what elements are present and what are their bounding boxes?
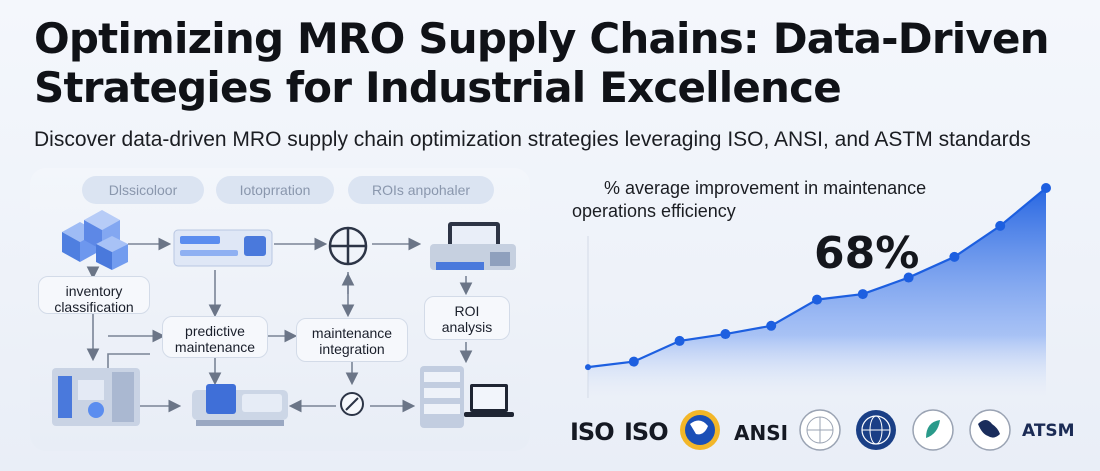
node-inventory-line1: inventory [65,283,123,299]
chart-point [585,364,591,371]
page-title: Optimizing MRO Supply Chains: Data-Drive… [34,14,1050,112]
conveyor-machine-icon [192,384,288,426]
stat-label-line2: operations efficiency [572,201,736,221]
node-roi-line1: ROI [454,303,480,319]
node-integration-line1: maintenance [311,325,393,341]
gauge-icon [340,392,364,416]
printer-machine-icon [430,222,516,270]
factory-machine-icon [52,368,140,426]
stat-value: 68% [814,228,920,279]
chart-point [857,289,868,300]
cube-stack-icon [62,210,128,270]
chart-point [949,251,960,262]
node-roi-line2: analysis [441,319,493,335]
node-inventory-line2: classification [54,299,134,315]
seal-logo-icon [799,409,841,451]
iso-logo-2: ISO [624,418,669,446]
astm-logo: ATSM [1022,421,1075,441]
node-predictive-line1: predictive [185,323,245,339]
diagram-connectors [86,237,473,413]
chart-point [766,320,777,331]
crosshair-icon [328,226,368,266]
diagram-tab-1[interactable]: Dlssicoloor [82,176,204,204]
globe-logo-icon [680,410,720,450]
diagram-tab-2[interactable]: Iotoprration [216,176,334,204]
ansi-logo: ANSI [734,421,789,445]
node-predictive-line2: maintenance [174,339,256,355]
node-roi-analysis: ROI analysis [424,296,510,340]
world-logo-icon [856,410,896,450]
server-laptop-icon [420,366,514,428]
diagram-tab-3[interactable]: ROIs anpohaler [348,176,494,204]
chart-point [720,329,731,340]
map-logo-icon [969,409,1011,451]
chart-point [903,272,914,283]
chart-point [812,294,822,305]
node-maintenance-integration: maintenance integration [296,318,408,362]
stat-label-line1: % average improvement in maintenance [604,178,927,198]
leaf-logo-icon [912,409,954,451]
chart-point [995,220,1006,231]
chart-point [1041,183,1051,193]
iso-logo-1: ISO [570,418,615,446]
chart-point [628,356,639,367]
node-predictive-maintenance: predictive maintenance [162,316,268,358]
node-integration-line2: integration [319,341,385,357]
chart-point [674,335,685,346]
page-subtitle: Discover data-driven MRO supply chain op… [34,128,1031,151]
dashboard-panel-icon [173,229,273,267]
chart-area [588,188,1046,398]
node-inventory-classification: inventory classification [38,276,150,315]
